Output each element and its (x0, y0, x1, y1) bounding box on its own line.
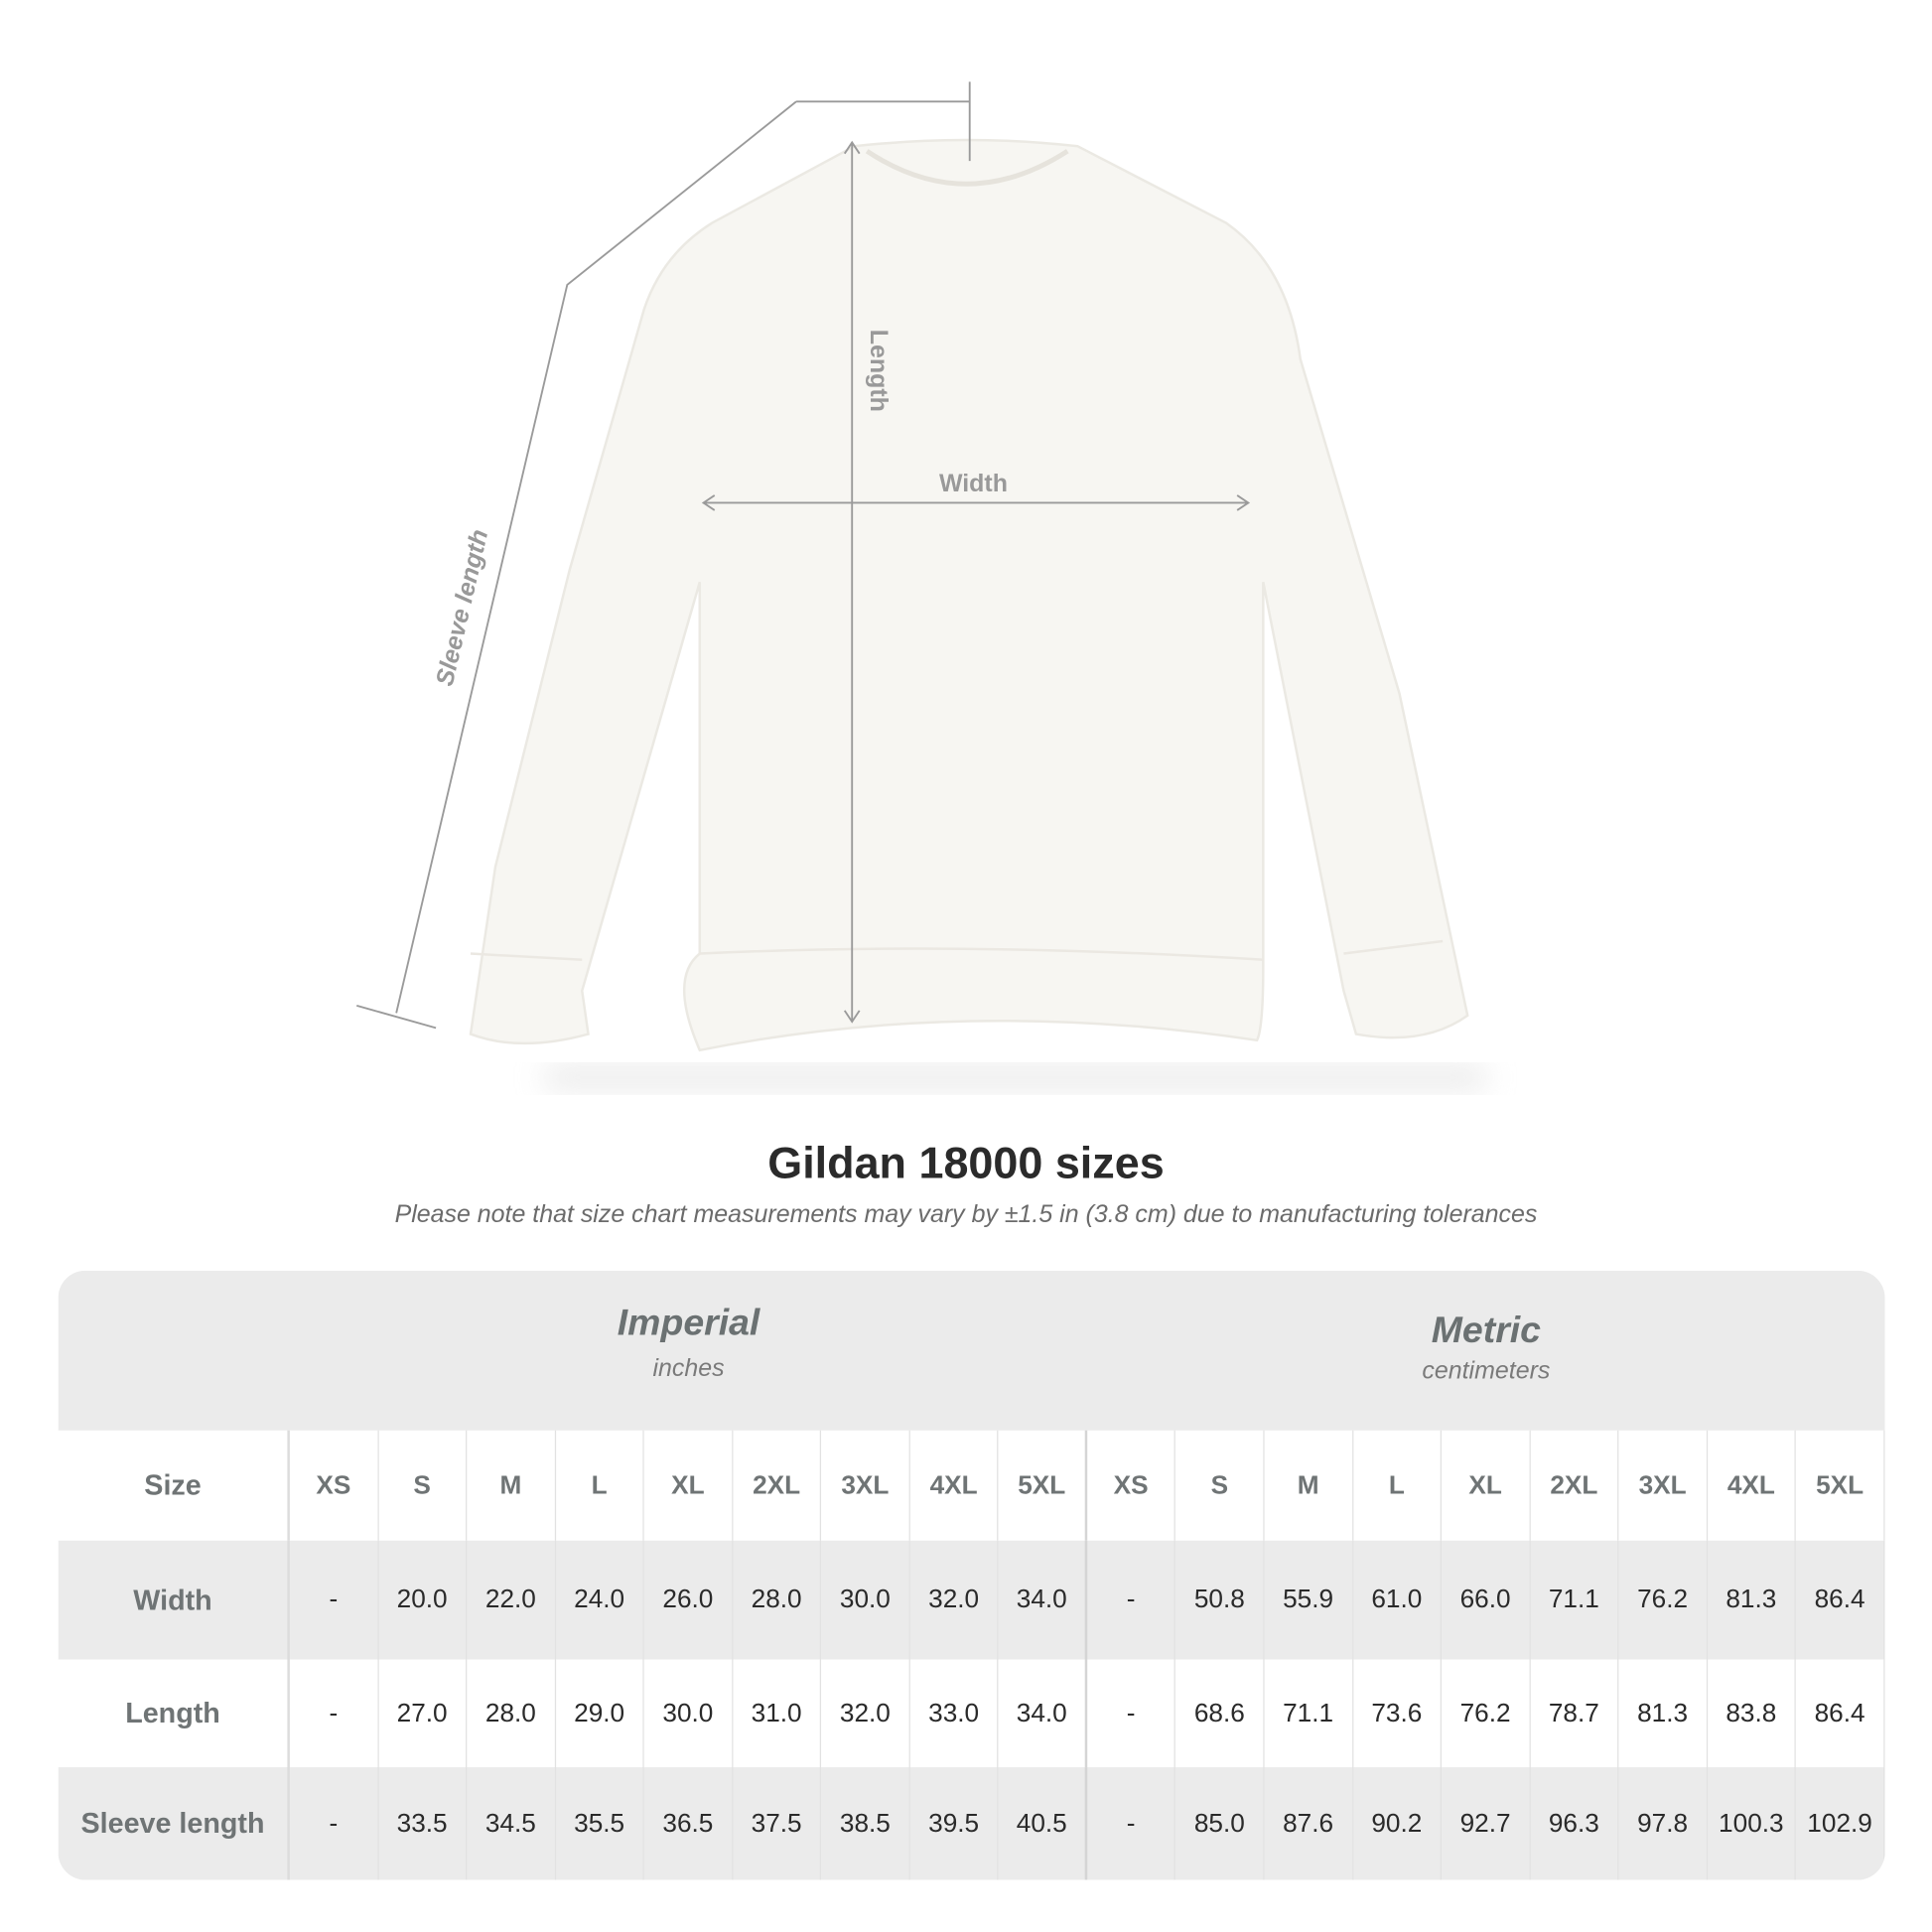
size-header-cell: 4XL (1708, 1430, 1797, 1541)
value-cell: 33.5 (378, 1767, 468, 1880)
value-cell: 40.5 (999, 1767, 1088, 1880)
unit-header: Imperial inches Metric centimeters (58, 1270, 1885, 1431)
value-cell: 28.0 (467, 1659, 556, 1768)
value-cell: 33.0 (910, 1659, 999, 1768)
size-header-cell: M (467, 1430, 556, 1541)
value-cell: 96.3 (1530, 1767, 1619, 1880)
value-cell: 97.8 (1619, 1767, 1708, 1880)
tolerance-note: Please note that size chart measurements… (394, 1200, 1538, 1229)
imperial-header: Imperial inches (290, 1271, 1087, 1384)
size-header-cell: 3XL (1619, 1430, 1708, 1541)
metric-header: Metric centimeters (1087, 1271, 1884, 1386)
value-cell: 86.4 (1796, 1659, 1885, 1768)
value-cell: 86.4 (1796, 1540, 1885, 1660)
value-cell: 81.3 (1708, 1540, 1797, 1660)
value-cell: 22.0 (467, 1540, 556, 1660)
value-cell: 30.0 (821, 1540, 910, 1660)
measurement-lines (355, 81, 1251, 1030)
value-cell: 55.9 (1265, 1540, 1353, 1660)
size-header-cell: XS (1087, 1430, 1176, 1541)
row-label: Size (59, 1430, 290, 1541)
value-cell: 32.0 (821, 1659, 910, 1768)
value-cell: 20.0 (378, 1540, 468, 1660)
size-header-cell: 5XL (1796, 1430, 1885, 1541)
value-cell: 31.0 (733, 1659, 822, 1768)
value-cell: 66.0 (1442, 1540, 1531, 1660)
value-cell: 90.2 (1353, 1767, 1443, 1880)
value-cell: 68.6 (1175, 1659, 1265, 1768)
value-cell: 34.5 (467, 1767, 556, 1880)
value-cell: 76.2 (1442, 1659, 1531, 1768)
table-row: Length -27.0 28.0 29.0 30.0 31.0 32.0 33.0 34.0-… (59, 1659, 1885, 1768)
sleeve-length-label: Sleeve length (431, 527, 493, 689)
value-cell: 85.0 (1175, 1767, 1265, 1880)
value-cell: 24.0 (556, 1540, 644, 1660)
imperial-title: Imperial (617, 1303, 760, 1344)
table-row: Sleeve length -33.5 34.5 35.5 36.5 37.5 38.5 39… (58, 1767, 1885, 1880)
size-header-cell: 2XL (733, 1430, 822, 1541)
width-label: Width (939, 470, 1008, 497)
value-cell: 28.0 (733, 1540, 822, 1660)
value-cell: 81.3 (1619, 1659, 1708, 1768)
size-header-cell: M (1265, 1430, 1353, 1541)
page-title: Gildan 18000 sizes (767, 1137, 1165, 1188)
size-header-row: Size XS S M L XL 2XL 3XL 4XL 5XL XS S M L XL 2XL 3XL 4XL 5… (59, 1430, 1885, 1541)
value-cell: - (290, 1540, 379, 1660)
value-cell: 38.5 (821, 1767, 910, 1880)
metric-title: Metric (1431, 1310, 1541, 1351)
value-cell: - (290, 1659, 379, 1768)
size-header-cell: XL (1442, 1430, 1531, 1541)
metric-unit: centimeters (1422, 1357, 1551, 1385)
value-cell: 71.1 (1265, 1659, 1353, 1768)
value-cell: 92.7 (1442, 1767, 1531, 1880)
sweatshirt-image (469, 138, 1469, 1052)
imperial-unit: inches (652, 1354, 725, 1383)
size-header-cell: XS (290, 1430, 379, 1541)
value-cell: 30.0 (644, 1659, 734, 1768)
value-cell: 35.5 (556, 1767, 644, 1880)
value-cell: 27.0 (378, 1659, 468, 1768)
value-cell: - (1087, 1540, 1176, 1660)
sweatshirt-diagram: Length Width Sleeve length (355, 81, 1486, 1090)
value-cell: 37.5 (733, 1767, 822, 1880)
value-cell: 34.0 (999, 1540, 1088, 1660)
value-cell: 87.6 (1265, 1767, 1353, 1880)
value-cell: 100.3 (1708, 1767, 1797, 1880)
value-cell: 36.5 (644, 1767, 734, 1880)
size-header-cell: S (378, 1430, 468, 1541)
size-table: Imperial inches Metric centimeters Size X… (58, 1270, 1885, 1880)
value-cell: 61.0 (1353, 1540, 1443, 1660)
value-cell: - (290, 1767, 379, 1880)
value-cell: - (1087, 1659, 1176, 1768)
value-cell: 83.8 (1708, 1659, 1797, 1768)
value-cell: 102.9 (1796, 1767, 1885, 1880)
size-header-cell: 2XL (1530, 1430, 1619, 1541)
size-header-cell: XL (644, 1430, 734, 1541)
row-label: Length (59, 1659, 290, 1768)
value-cell: 50.8 (1175, 1540, 1265, 1660)
row-label: Sleeve length (59, 1767, 290, 1880)
value-cell: 76.2 (1619, 1540, 1708, 1660)
value-cell: 78.7 (1530, 1659, 1619, 1768)
table-row: Width -20.0 22.0 24.0 26.0 28.0 30.0 32.0 34.0-5… (58, 1540, 1885, 1660)
row-label: Width (59, 1540, 290, 1660)
value-cell: 39.5 (910, 1767, 999, 1880)
value-cell: 26.0 (644, 1540, 734, 1660)
size-header-cell: L (1353, 1430, 1443, 1541)
size-header-cell: 3XL (821, 1430, 910, 1541)
size-header-cell: S (1175, 1430, 1265, 1541)
value-cell: 73.6 (1353, 1659, 1443, 1768)
size-header-cell: 4XL (910, 1430, 999, 1541)
length-label: Length (865, 330, 893, 412)
value-cell: - (1087, 1767, 1176, 1880)
value-cell: 32.0 (910, 1540, 999, 1660)
value-cell: 29.0 (556, 1659, 644, 1768)
size-header-cell: 5XL (999, 1430, 1088, 1541)
size-header-cell: L (556, 1430, 644, 1541)
value-cell: 34.0 (999, 1659, 1088, 1768)
value-cell: 71.1 (1530, 1540, 1619, 1660)
